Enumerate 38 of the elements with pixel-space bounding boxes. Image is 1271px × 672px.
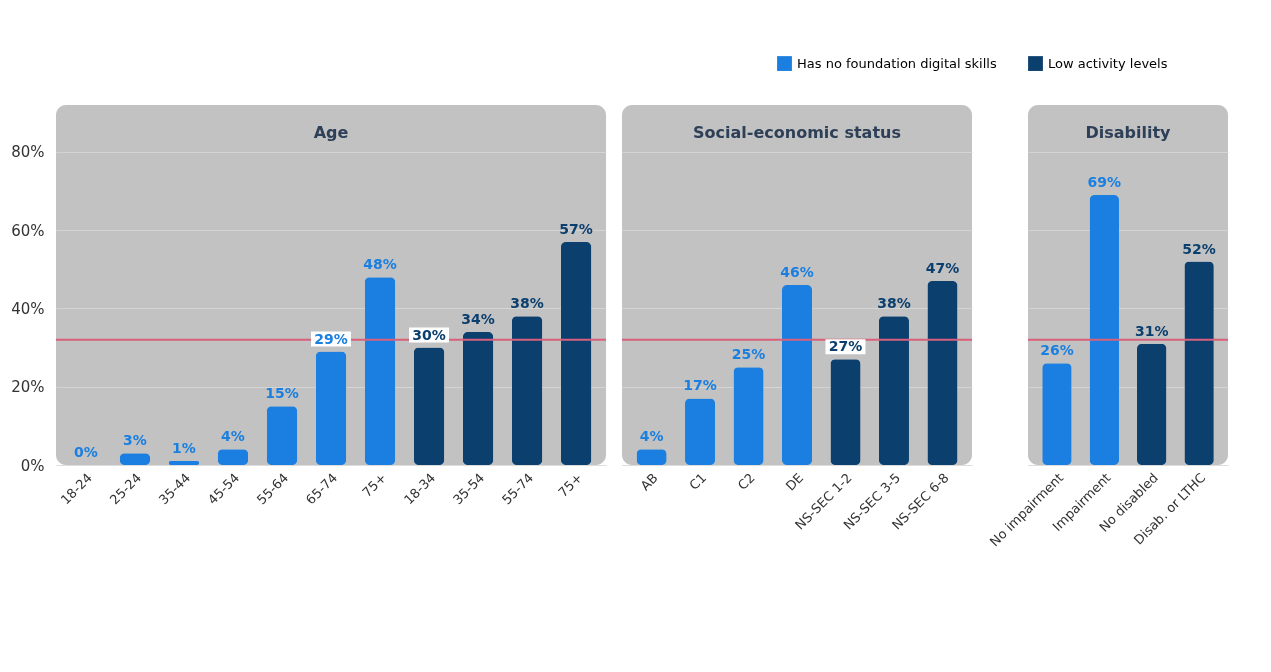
data-label: 57%	[559, 220, 593, 237]
data-label: 15%	[265, 385, 299, 402]
legend-label: Has no foundation digital skills	[797, 55, 997, 71]
data-label: 4%	[639, 428, 664, 445]
data-label: 38%	[877, 295, 911, 312]
text: Age	[313, 123, 349, 142]
data-label: 1%	[172, 440, 196, 457]
data-label: 17%	[683, 377, 717, 394]
y-tick-label: 20%	[11, 378, 45, 397]
text: Disability	[1085, 123, 1172, 142]
data-label: 69%	[1087, 174, 1122, 190]
data-label: 46%	[780, 264, 814, 280]
data-label: 29%	[314, 330, 348, 347]
y-tick-label: 80%	[11, 143, 45, 162]
data-label: 25%	[731, 346, 766, 363]
legend-label: Low activity levels	[1048, 55, 1168, 71]
data-label: 52%	[1182, 240, 1216, 257]
data-label: 4%	[221, 428, 245, 445]
x-tick-label: C1	[686, 470, 710, 493]
x-tick-label: C2	[734, 470, 758, 493]
data-label: 38%	[510, 295, 544, 312]
data-label: 30%	[412, 326, 446, 343]
data-label: 26%	[1040, 342, 1074, 359]
y-tick-label: 40%	[11, 299, 45, 318]
data-label: 48%	[363, 256, 397, 273]
data-label: 3%	[123, 432, 147, 449]
y-tick-label: 0%	[20, 456, 45, 475]
x-tick-label: 75+	[359, 470, 390, 501]
data-label: 47%	[925, 260, 960, 277]
text: Social-economic status	[693, 123, 901, 142]
y-tick-label: 60%	[11, 221, 45, 240]
data-label: 31%	[1134, 322, 1169, 339]
x-tick-label: AB	[637, 470, 661, 494]
x-tick-label: 75+	[555, 470, 586, 501]
data-label: 0%	[74, 444, 98, 460]
data-label: 34%	[461, 310, 495, 327]
x-tick-label: DE	[782, 470, 807, 494]
data-label: 27%	[828, 338, 863, 355]
